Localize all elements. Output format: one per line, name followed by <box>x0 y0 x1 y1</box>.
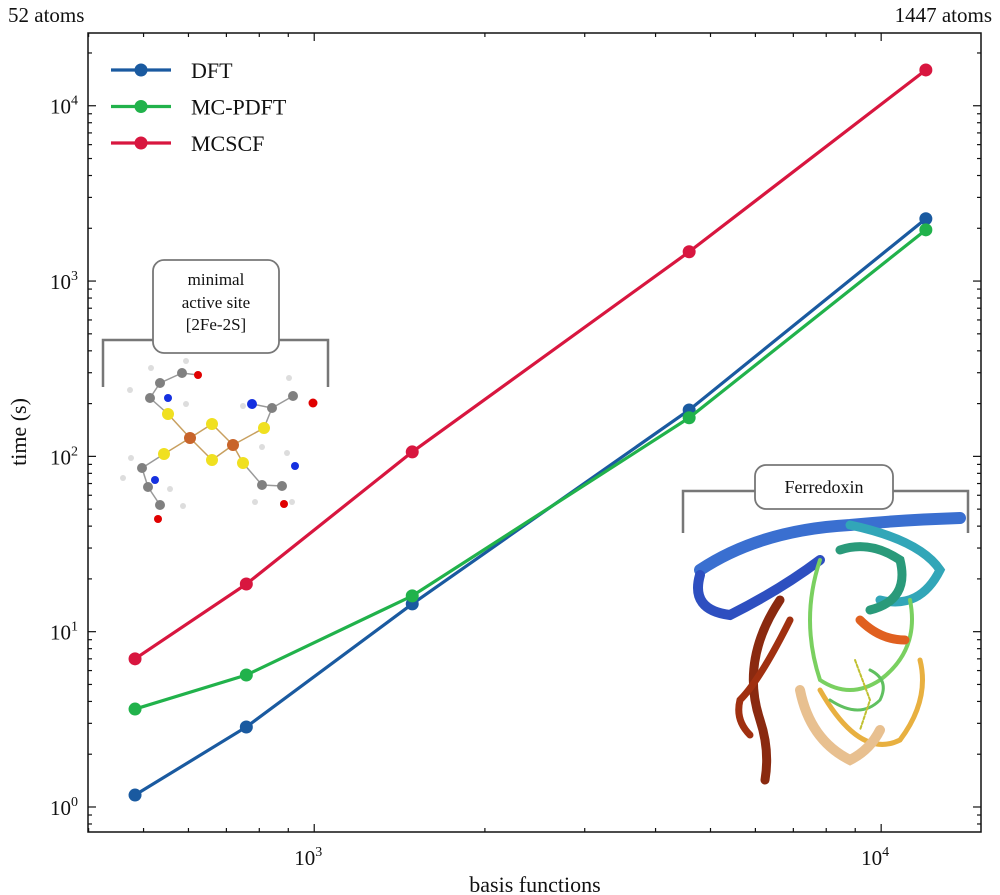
top-left-annotation: 52 atoms <box>8 3 84 27</box>
top-right-annotation: 1447 atoms <box>895 3 992 27</box>
mcscf-point <box>405 445 419 459</box>
y-axis-label: time (s) <box>6 398 31 466</box>
axis-ticks: 103 104 100 101 102 103 104 <box>50 33 981 870</box>
legend-mcscf-label: MCSCF <box>191 131 264 156</box>
legend-dft-marker <box>134 63 148 77</box>
x-tick-label: 104 <box>861 845 889 870</box>
ferredoxin-protein-icon <box>693 512 966 785</box>
active-site-label-3: [2Fe-2S] <box>186 315 246 334</box>
legend: DFT MC-PDFT MCSCF <box>111 58 287 156</box>
legend-dft-label: DFT <box>191 58 233 83</box>
y-tick-label: 100 <box>50 795 78 820</box>
ferredoxin-label: Ferredoxin <box>785 477 864 497</box>
y-tick-label: 101 <box>50 620 78 645</box>
series-lines <box>128 63 933 802</box>
mc-pdft-point <box>919 223 933 237</box>
mcscf-point <box>682 245 696 259</box>
ferredoxin-inset: Ferredoxin <box>681 464 970 785</box>
y-tick-label: 102 <box>50 444 78 469</box>
dft-point <box>919 212 933 226</box>
plot-frame <box>87 32 982 833</box>
active-site-label-1: minimal <box>188 270 245 289</box>
mc-pdft-point <box>239 668 253 682</box>
active-site-label-2: active site <box>182 293 250 312</box>
mc-pdft-point <box>682 411 696 425</box>
dft-point <box>128 788 142 802</box>
legend-mc-pdft-label: MC-PDFT <box>191 95 287 120</box>
x-axis-label: basis functions <box>469 872 600 895</box>
active-site-inset: minimal active site [2Fe-2S] <box>101 259 330 523</box>
legend-mc-pdft-marker <box>134 100 148 113</box>
mc-pdft-point <box>128 702 142 716</box>
mcscf-point <box>128 652 142 666</box>
insets: minimal active site [2Fe-2S] <box>101 259 970 785</box>
legend-mcscf-marker <box>134 136 148 150</box>
mcscf-point <box>239 577 253 591</box>
mc-pdft-point <box>405 589 419 603</box>
mcscf-point <box>919 63 933 77</box>
y-tick-label: 104 <box>50 94 78 119</box>
x-tick-label: 103 <box>294 845 322 870</box>
hydrogen-atoms-icon <box>120 358 295 509</box>
y-tick-label: 103 <box>50 269 78 294</box>
dft-point <box>239 720 253 734</box>
